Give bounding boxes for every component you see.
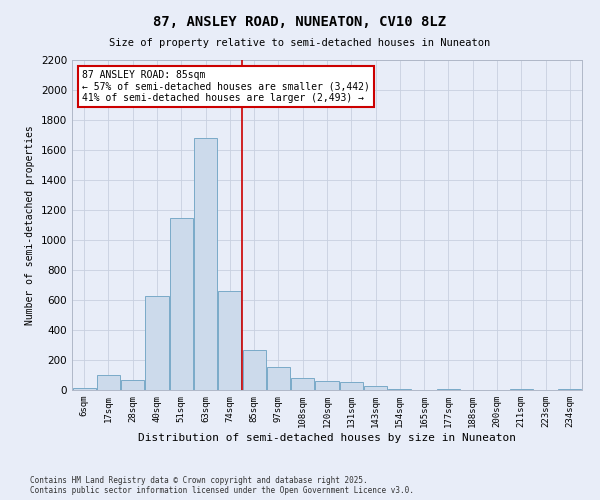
Bar [170, 218, 193, 390]
Bar [121, 380, 144, 390]
Text: 87 ANSLEY ROAD: 85sqm
← 57% of semi-detached houses are smaller (3,442)
41% of s: 87 ANSLEY ROAD: 85sqm ← 57% of semi-deta… [82, 70, 370, 103]
Bar [242, 350, 266, 390]
Bar [73, 388, 95, 390]
Bar [316, 381, 338, 390]
Bar [145, 296, 169, 390]
Bar [559, 389, 581, 390]
Bar [510, 388, 533, 390]
Bar [388, 388, 412, 390]
Bar [267, 367, 290, 390]
Bar [194, 138, 217, 390]
Y-axis label: Number of semi-detached properties: Number of semi-detached properties [25, 125, 35, 325]
Bar [97, 375, 120, 390]
Bar [364, 386, 387, 390]
Bar [437, 388, 460, 390]
Text: 87, ANSLEY ROAD, NUNEATON, CV10 8LZ: 87, ANSLEY ROAD, NUNEATON, CV10 8LZ [154, 15, 446, 29]
Bar [218, 291, 241, 390]
Bar [340, 382, 363, 390]
Text: Size of property relative to semi-detached houses in Nuneaton: Size of property relative to semi-detach… [109, 38, 491, 48]
Text: Contains HM Land Registry data © Crown copyright and database right 2025.
Contai: Contains HM Land Registry data © Crown c… [30, 476, 414, 495]
Bar [291, 378, 314, 390]
X-axis label: Distribution of semi-detached houses by size in Nuneaton: Distribution of semi-detached houses by … [138, 432, 516, 442]
